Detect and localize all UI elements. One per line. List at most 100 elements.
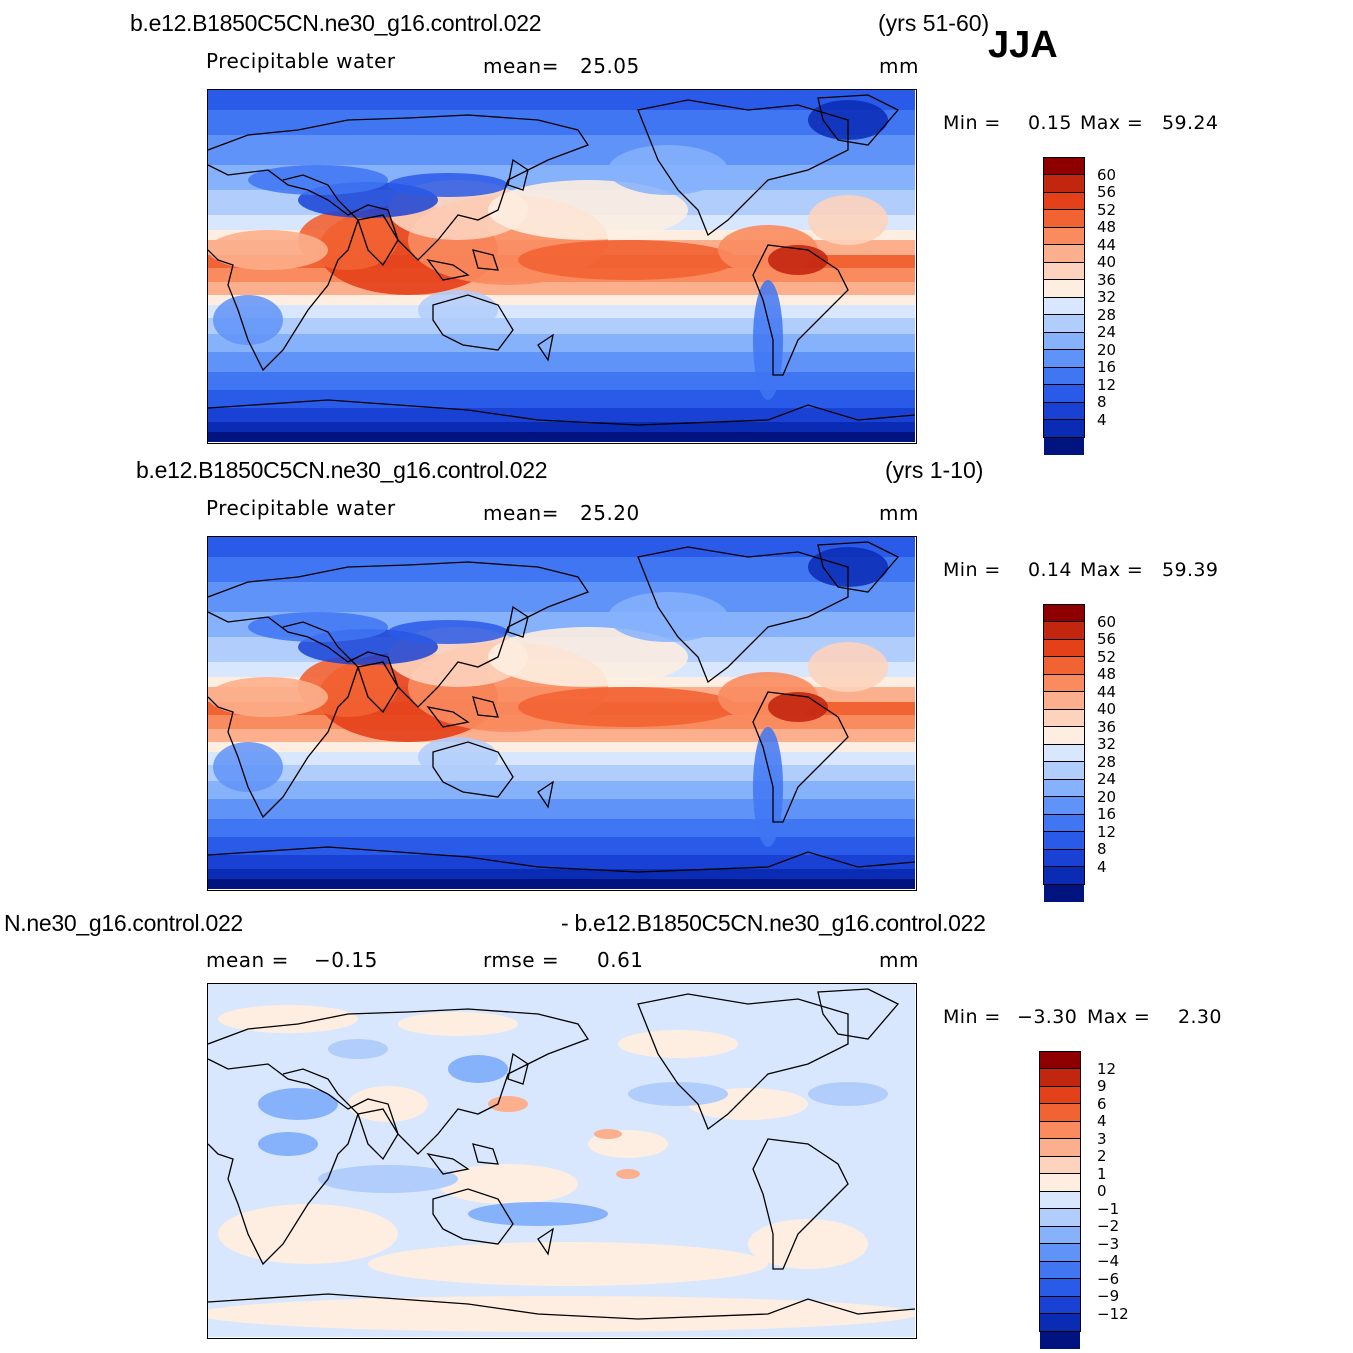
- coastline: [637, 546, 849, 684]
- panel1-colorbar: [1043, 157, 1085, 455]
- colorbar-tick-label: 56: [1097, 183, 1117, 202]
- colorbar-tick-label: −9: [1097, 1287, 1120, 1306]
- colorbar-swatch: [1044, 437, 1084, 455]
- field-patch: [628, 1082, 728, 1106]
- colorbar-tick-label: 52: [1097, 200, 1117, 219]
- panel3-max-label: Max =: [1087, 1006, 1151, 1028]
- colorbar-tick-label: 4: [1097, 410, 1107, 429]
- field-band: [208, 557, 915, 582]
- panel1-variable: Precipitable water: [206, 49, 396, 73]
- colorbar-swatch: [1040, 1156, 1080, 1175]
- field-band: [208, 869, 915, 879]
- panel2-mean-label: mean=: [483, 501, 559, 525]
- panel3-coastlines: [208, 988, 915, 1320]
- panel2-min-label: Min =: [943, 559, 1001, 581]
- colorbar-swatch: [1044, 709, 1084, 728]
- field-band: [208, 752, 915, 765]
- panel3-field: [208, 984, 915, 1337]
- colorbar-tick-label: 32: [1097, 288, 1117, 307]
- field-band: [208, 781, 915, 799]
- field-patch: [368, 1242, 768, 1286]
- colorbar-swatch: [1040, 1086, 1080, 1105]
- colorbar-tick-label: 52: [1097, 647, 1117, 666]
- coastline: [208, 846, 915, 873]
- colorbar-swatch: [1044, 210, 1084, 228]
- field-patch: [753, 727, 783, 847]
- colorbar-swatch: [1044, 867, 1084, 885]
- coastline: [432, 1188, 514, 1245]
- colorbar-swatch: [1044, 420, 1084, 438]
- field-patch: [398, 1012, 518, 1036]
- panel2-max-value: 59.39: [1162, 559, 1219, 581]
- coastline: [507, 158, 529, 191]
- field-patch: [438, 1164, 578, 1204]
- field-patch: [448, 1055, 508, 1083]
- field-patch: [213, 295, 283, 345]
- panel1-units: mm: [879, 54, 919, 78]
- colorbar-swatch: [1040, 1052, 1080, 1070]
- field-patch: [248, 165, 388, 195]
- panel3-case-name-right: - b.e12.B1850C5CN.ne30_g16.control.022: [561, 910, 986, 936]
- field-patch: [218, 1204, 398, 1264]
- coastline: [426, 706, 470, 728]
- colorbar-tick-label: 28: [1097, 305, 1117, 324]
- coastline: [426, 259, 470, 281]
- colorbar-tick-label: 3: [1097, 1129, 1107, 1148]
- coastline: [357, 1108, 399, 1161]
- panel1-min-label: Min =: [943, 112, 1001, 134]
- field-patch: [594, 1129, 622, 1139]
- colorbar-swatch: [1044, 674, 1084, 693]
- coastline: [537, 333, 554, 362]
- coastline: [208, 114, 589, 261]
- coastline: [208, 1293, 915, 1320]
- colorbar-swatch: [1040, 1296, 1080, 1315]
- colorbar-swatch: [1044, 262, 1084, 281]
- panel2-field: [208, 537, 915, 889]
- coastline: [537, 780, 554, 809]
- coastline: [817, 94, 900, 146]
- season-label: JJA: [988, 24, 1058, 66]
- field-patch: [608, 592, 728, 642]
- colorbar-tick-label: −12: [1097, 1304, 1129, 1323]
- field-band: [208, 295, 915, 305]
- panel1-coastlines: [208, 94, 915, 426]
- field-blob: [808, 642, 888, 692]
- colorbar-tick-label: 44: [1097, 682, 1117, 701]
- colorbar-swatch: [1040, 1139, 1080, 1157]
- panel1-map: [207, 89, 917, 444]
- panel2-colorbar-labels: 60 56 52 48 44 40 36 32 28 24 20 16 12 8 4: [1097, 613, 1137, 876]
- field-patch: [258, 1132, 318, 1156]
- colorbar-tick-label: 40: [1097, 700, 1117, 719]
- colorbar-swatch: [1044, 884, 1084, 902]
- colorbar-tick-label: 8: [1097, 840, 1107, 859]
- panel2-variable: Precipitable water: [206, 496, 396, 520]
- colorbar-tick-label: 48: [1097, 218, 1117, 237]
- panel3-case-name-left: N.ne30_g16.control.022: [4, 910, 243, 936]
- colorbar-swatch: [1040, 1314, 1080, 1332]
- field-patch: [218, 1005, 358, 1033]
- colorbar-tick-label: −3: [1097, 1234, 1120, 1253]
- field-blob: [488, 180, 688, 240]
- colorbar-swatch: [1040, 1209, 1080, 1227]
- colorbar-tick-label: 56: [1097, 630, 1117, 649]
- field-band: [208, 799, 915, 819]
- field-patch: [608, 145, 728, 195]
- colorbar-tick-label: 12: [1097, 822, 1117, 841]
- field-band: [208, 90, 915, 110]
- field-band: [208, 305, 915, 318]
- field-patch: [388, 620, 508, 644]
- field-band: [208, 110, 915, 135]
- panel2-max-label: Max =: [1080, 559, 1144, 581]
- coastline: [472, 249, 499, 271]
- field-patch: [488, 1096, 528, 1112]
- panel3-map-svg: [208, 984, 915, 1337]
- coastline: [817, 541, 900, 593]
- colorbar-tick-label: 4: [1097, 857, 1107, 876]
- colorbar-swatch: [1044, 315, 1084, 333]
- field-patch: [208, 1296, 915, 1332]
- colorbar-swatch: [1044, 385, 1084, 403]
- colorbar-swatch: [1044, 814, 1084, 833]
- field-band: [208, 135, 915, 165]
- field-band: [208, 765, 915, 781]
- field-band: [208, 282, 915, 295]
